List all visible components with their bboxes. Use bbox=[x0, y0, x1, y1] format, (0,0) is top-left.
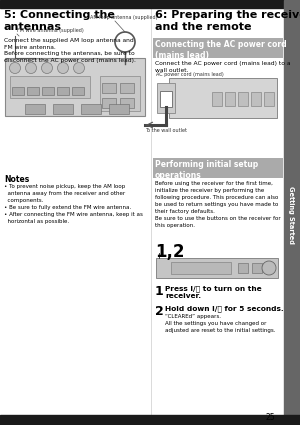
Text: Press I/⏻ to turn on the: Press I/⏻ to turn on the bbox=[165, 285, 262, 292]
Text: 6: Preparing the receiver
and the remote: 6: Preparing the receiver and the remote bbox=[155, 10, 300, 32]
Bar bbox=[252, 263, 262, 273]
Bar bbox=[81, 104, 101, 114]
Text: AC power cord (mains lead): AC power cord (mains lead) bbox=[156, 72, 224, 77]
Bar bbox=[102, 98, 116, 108]
Bar bbox=[27, 87, 39, 95]
Bar bbox=[225, 92, 235, 106]
Bar bbox=[169, 78, 277, 118]
Bar bbox=[109, 104, 129, 114]
Circle shape bbox=[26, 62, 37, 74]
Text: Performing initial setup
operations: Performing initial setup operations bbox=[155, 160, 258, 180]
Bar bbox=[100, 76, 140, 111]
Bar bbox=[120, 98, 134, 108]
Text: Getting Started: Getting Started bbox=[288, 186, 294, 244]
Bar bbox=[171, 262, 231, 274]
Bar bbox=[0, 415, 300, 425]
Circle shape bbox=[58, 62, 68, 74]
Text: “CLEAREd” appears.
All the settings you have changed or
adjusted are reset to th: “CLEAREd” appears. All the settings you … bbox=[165, 314, 275, 333]
Text: • To prevent noise pickup, keep the AM loop
  antenna away from the receiver and: • To prevent noise pickup, keep the AM l… bbox=[4, 184, 143, 224]
Bar bbox=[42, 87, 54, 95]
Bar bbox=[212, 92, 222, 106]
Bar bbox=[238, 92, 248, 106]
Circle shape bbox=[10, 62, 20, 74]
Bar bbox=[57, 87, 69, 95]
Bar bbox=[120, 83, 134, 93]
Bar bbox=[251, 92, 261, 106]
Text: Notes: Notes bbox=[4, 175, 29, 184]
Text: Before using the receiver for the first time,
initialize the receiver by perform: Before using the receiver for the first … bbox=[155, 181, 280, 228]
Circle shape bbox=[74, 62, 85, 74]
Text: receiver.: receiver. bbox=[165, 293, 201, 299]
Bar bbox=[102, 83, 116, 93]
Bar bbox=[10, 76, 90, 98]
Text: AM loop antenna (supplied): AM loop antenna (supplied) bbox=[90, 15, 158, 20]
Bar bbox=[284, 0, 300, 425]
Bar bbox=[12, 87, 24, 95]
Bar bbox=[156, 258, 278, 278]
Bar bbox=[53, 104, 73, 114]
Bar bbox=[0, 0, 300, 8]
Bar bbox=[153, 158, 283, 178]
Bar bbox=[25, 104, 45, 114]
Bar bbox=[160, 91, 172, 107]
Text: To the wall outlet: To the wall outlet bbox=[145, 128, 187, 133]
Circle shape bbox=[262, 261, 276, 275]
Text: 25: 25 bbox=[265, 413, 274, 422]
Bar bbox=[72, 87, 84, 95]
Text: Connecting the AC power cord
(mains lead): Connecting the AC power cord (mains lead… bbox=[155, 40, 286, 60]
Bar bbox=[157, 83, 175, 113]
Text: Connect the supplied AM loop antenna and
FM wire antenna.
Before connecting the : Connect the supplied AM loop antenna and… bbox=[4, 38, 136, 63]
Text: 1: 1 bbox=[155, 285, 164, 298]
Text: 5: Connecting the
antennas: 5: Connecting the antennas bbox=[4, 10, 115, 32]
Text: Connect the AC power cord (mains lead) to a
wall outlet.: Connect the AC power cord (mains lead) t… bbox=[155, 61, 290, 73]
Text: Hold down I/⏻ for 5 seconds.: Hold down I/⏻ for 5 seconds. bbox=[165, 305, 284, 312]
Bar bbox=[238, 263, 248, 273]
Text: 2: 2 bbox=[155, 305, 164, 318]
Bar bbox=[153, 38, 283, 58]
Bar bbox=[264, 92, 274, 106]
Bar bbox=[5, 58, 145, 116]
Text: FM wire antenna (supplied): FM wire antenna (supplied) bbox=[17, 28, 84, 33]
Circle shape bbox=[41, 62, 52, 74]
Text: 1,2: 1,2 bbox=[155, 243, 184, 261]
